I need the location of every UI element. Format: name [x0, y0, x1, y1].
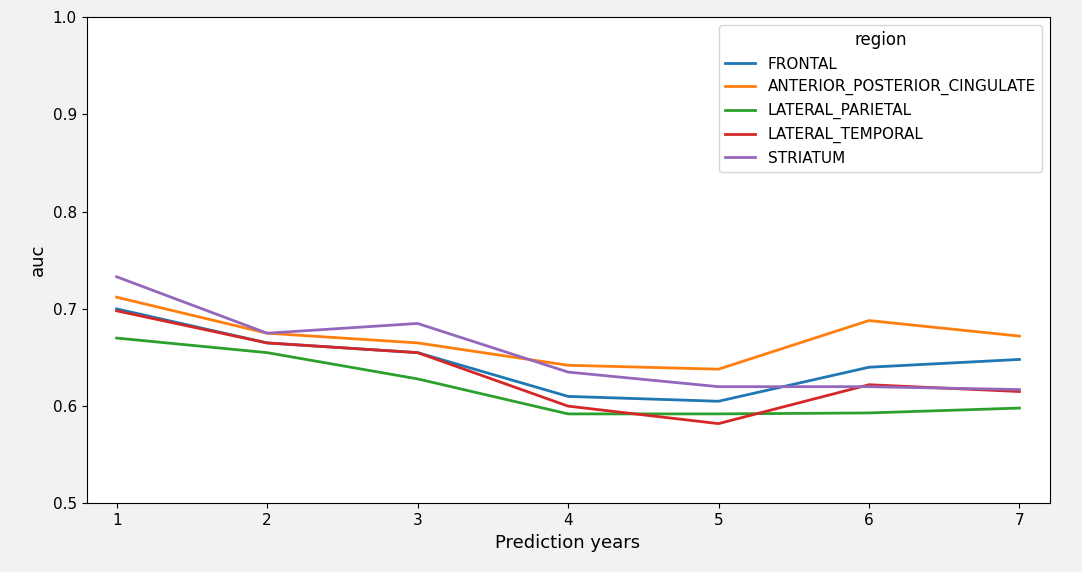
LATERAL_PARIETAL — [712, 411, 725, 418]
ANTERIOR_POSTERIOR_CINGULATE — [261, 329, 274, 336]
ANTERIOR_POSTERIOR_CINGULATE — [411, 339, 424, 346]
LATERAL_TEMPORAL — [110, 307, 123, 314]
LATERAL_TEMPORAL — [411, 349, 424, 356]
ANTERIOR_POSTERIOR_CINGULATE — [1013, 333, 1026, 340]
FRONTAL — [712, 398, 725, 405]
STRIATUM — [1013, 386, 1026, 393]
LATERAL_TEMPORAL — [712, 420, 725, 427]
LATERAL_PARIETAL — [562, 411, 575, 418]
STRIATUM — [862, 383, 875, 390]
Legend: FRONTAL, ANTERIOR_POSTERIOR_CINGULATE, LATERAL_PARIETAL, LATERAL_TEMPORAL, STRIA: FRONTAL, ANTERIOR_POSTERIOR_CINGULATE, L… — [718, 25, 1042, 172]
LATERAL_TEMPORAL — [862, 382, 875, 388]
Line: LATERAL_PARIETAL: LATERAL_PARIETAL — [117, 338, 1019, 414]
LATERAL_TEMPORAL — [562, 403, 575, 410]
ANTERIOR_POSTERIOR_CINGULATE — [562, 362, 575, 369]
Line: STRIATUM: STRIATUM — [117, 277, 1019, 390]
LATERAL_PARIETAL — [411, 375, 424, 382]
FRONTAL — [110, 305, 123, 312]
Line: ANTERIOR_POSTERIOR_CINGULATE: ANTERIOR_POSTERIOR_CINGULATE — [117, 297, 1019, 369]
X-axis label: Prediction years: Prediction years — [496, 534, 641, 551]
Line: FRONTAL: FRONTAL — [117, 309, 1019, 402]
STRIATUM — [411, 320, 424, 327]
FRONTAL — [411, 349, 424, 356]
LATERAL_PARIETAL — [862, 410, 875, 416]
FRONTAL — [1013, 356, 1026, 363]
STRIATUM — [562, 369, 575, 376]
STRIATUM — [712, 383, 725, 390]
FRONTAL — [261, 339, 274, 346]
FRONTAL — [562, 393, 575, 400]
Line: LATERAL_TEMPORAL: LATERAL_TEMPORAL — [117, 311, 1019, 424]
STRIATUM — [110, 273, 123, 280]
LATERAL_PARIETAL — [261, 349, 274, 356]
ANTERIOR_POSTERIOR_CINGULATE — [712, 366, 725, 372]
STRIATUM — [261, 329, 274, 336]
FRONTAL — [862, 364, 875, 371]
ANTERIOR_POSTERIOR_CINGULATE — [862, 317, 875, 324]
LATERAL_PARIETAL — [1013, 404, 1026, 411]
LATERAL_TEMPORAL — [261, 339, 274, 346]
LATERAL_TEMPORAL — [1013, 388, 1026, 395]
Y-axis label: auc: auc — [29, 244, 47, 276]
LATERAL_PARIETAL — [110, 335, 123, 341]
ANTERIOR_POSTERIOR_CINGULATE — [110, 294, 123, 301]
